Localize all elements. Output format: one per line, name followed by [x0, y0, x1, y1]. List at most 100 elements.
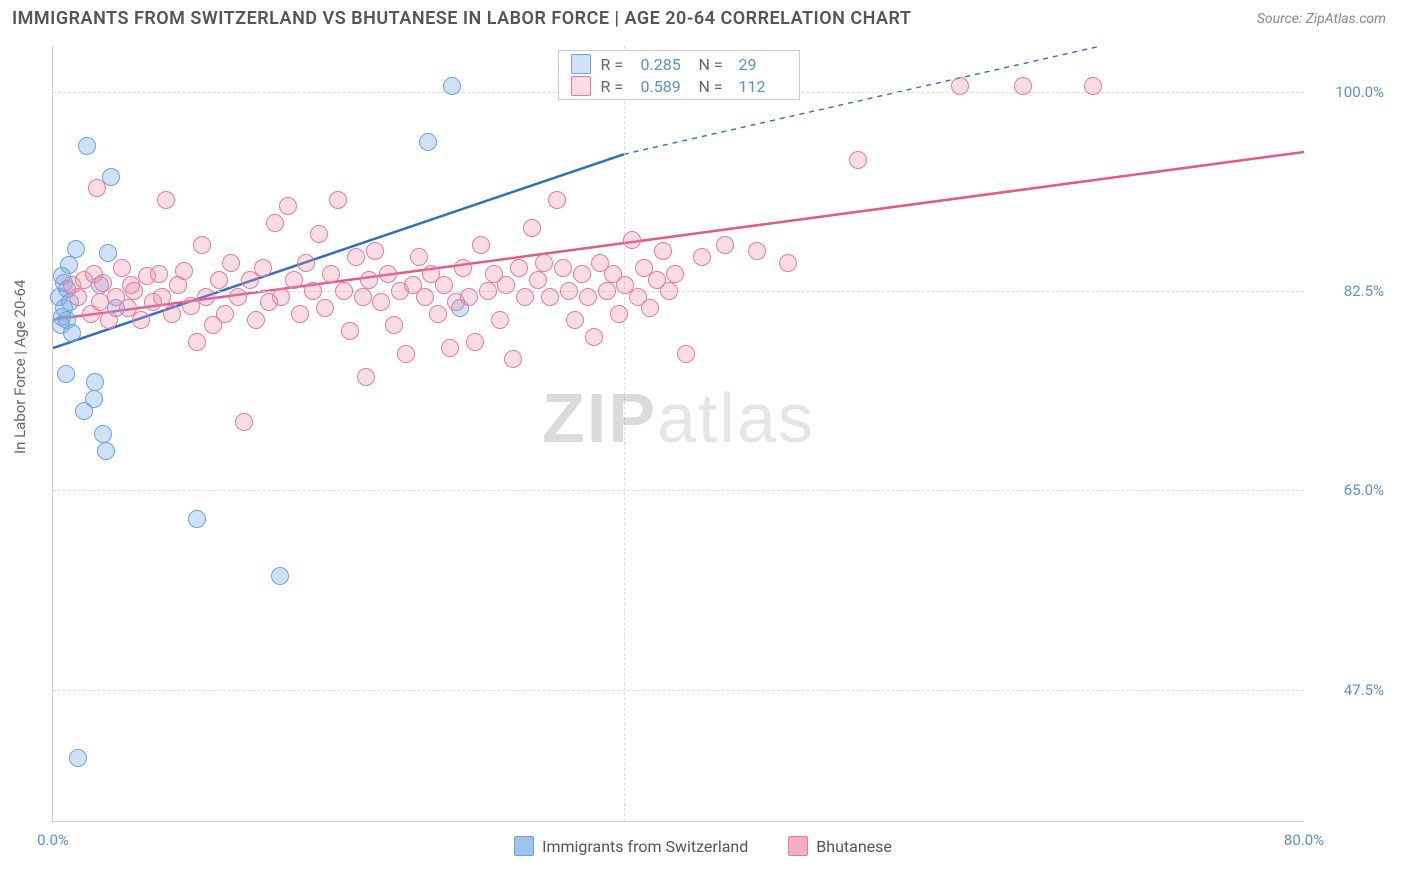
data-point [441, 339, 459, 357]
gridline-horizontal [53, 690, 1304, 691]
data-point [254, 259, 272, 277]
data-point [491, 311, 509, 329]
data-point [716, 236, 734, 254]
swatch-series2 [571, 76, 591, 96]
data-point [460, 288, 478, 306]
legend-label-series2: Bhutanese [816, 837, 892, 856]
data-point [85, 390, 103, 408]
data-point [279, 197, 297, 215]
data-point [266, 214, 284, 232]
data-point [660, 282, 678, 300]
data-point [67, 240, 85, 258]
y-axis-label: In Labor Force | Age 20-64 [11, 280, 29, 454]
data-point [57, 365, 75, 383]
data-point [329, 191, 347, 209]
data-point [443, 77, 461, 95]
data-point [693, 248, 711, 266]
data-point [297, 254, 315, 272]
data-point [229, 288, 247, 306]
y-tick-label: 100.0% [1314, 83, 1384, 101]
data-point [188, 333, 206, 351]
data-point [247, 311, 265, 329]
data-point [573, 265, 591, 283]
data-point [304, 282, 322, 300]
data-point [113, 259, 131, 277]
data-point [69, 749, 87, 767]
chart-container: In Labor Force | Age 20-64 ZIPatlas R = … [12, 46, 1394, 862]
data-point [197, 288, 215, 306]
data-point [623, 231, 641, 249]
data-point [510, 259, 528, 277]
data-point [86, 373, 104, 391]
data-point [951, 77, 969, 95]
legend-item-series2: Bhutanese [788, 836, 892, 856]
legend-item-series1: Immigrants from Switzerland [514, 836, 748, 856]
trend-lines-layer [53, 46, 1304, 821]
data-point [585, 328, 603, 346]
data-point [310, 225, 328, 243]
stat-r-series1: 0.285 [641, 55, 689, 74]
data-point [479, 282, 497, 300]
data-point [472, 236, 490, 254]
data-point [429, 305, 447, 323]
data-point [354, 288, 372, 306]
data-point [598, 282, 616, 300]
data-point [88, 179, 106, 197]
series-legend: Immigrants from Switzerland Bhutanese [12, 836, 1394, 856]
chart-title: IMMIGRANTS FROM SWITZERLAND VS BHUTANESE… [12, 8, 911, 29]
data-point [1084, 77, 1102, 95]
data-point [94, 425, 112, 443]
data-point [419, 133, 437, 151]
data-point [235, 413, 253, 431]
data-point [416, 288, 434, 306]
stat-label-n: N = [699, 77, 729, 96]
data-point [153, 288, 171, 306]
stats-row-series1: R = 0.285 N = 29 [571, 53, 787, 75]
data-point [779, 254, 797, 272]
data-point [125, 282, 143, 300]
data-point [849, 151, 867, 169]
data-point [193, 236, 211, 254]
data-point [397, 345, 415, 363]
data-point [554, 259, 572, 277]
data-point [497, 276, 515, 294]
data-point [548, 191, 566, 209]
data-point [175, 262, 193, 280]
data-point [157, 191, 175, 209]
y-tick-label: 82.5% [1314, 282, 1384, 300]
data-point [97, 442, 115, 460]
data-point [1014, 77, 1032, 95]
data-point [188, 510, 206, 528]
legend-label-series1: Immigrants from Switzerland [542, 837, 748, 856]
data-point [366, 242, 384, 260]
data-point [535, 254, 553, 272]
legend-swatch-series1 [514, 836, 534, 856]
stat-n-series1: 29 [739, 55, 787, 74]
data-point [163, 305, 181, 323]
data-point [410, 248, 428, 266]
data-point [523, 219, 541, 237]
stat-label-n: N = [699, 55, 729, 74]
swatch-series1 [571, 54, 591, 74]
data-point [357, 368, 375, 386]
plot-area: ZIPatlas R = 0.285 N = 29 R = 0.589 N = … [52, 46, 1304, 822]
data-point [610, 305, 628, 323]
data-point [466, 333, 484, 351]
data-point [99, 244, 117, 262]
stat-label-r: R = [601, 77, 631, 96]
data-point [222, 254, 240, 272]
chart-header: IMMIGRANTS FROM SWITZERLAND VS BHUTANESE… [0, 0, 1406, 33]
data-point [666, 265, 684, 283]
data-point [654, 242, 672, 260]
data-point [210, 271, 228, 289]
data-point [677, 345, 695, 363]
stat-r-series2: 0.589 [641, 77, 689, 96]
data-point [641, 299, 659, 317]
data-point [291, 305, 309, 323]
stat-n-series2: 112 [739, 77, 787, 96]
data-point [285, 271, 303, 289]
data-point [435, 276, 453, 294]
data-point [78, 137, 96, 155]
data-point [322, 265, 340, 283]
stat-label-r: R = [601, 55, 631, 74]
